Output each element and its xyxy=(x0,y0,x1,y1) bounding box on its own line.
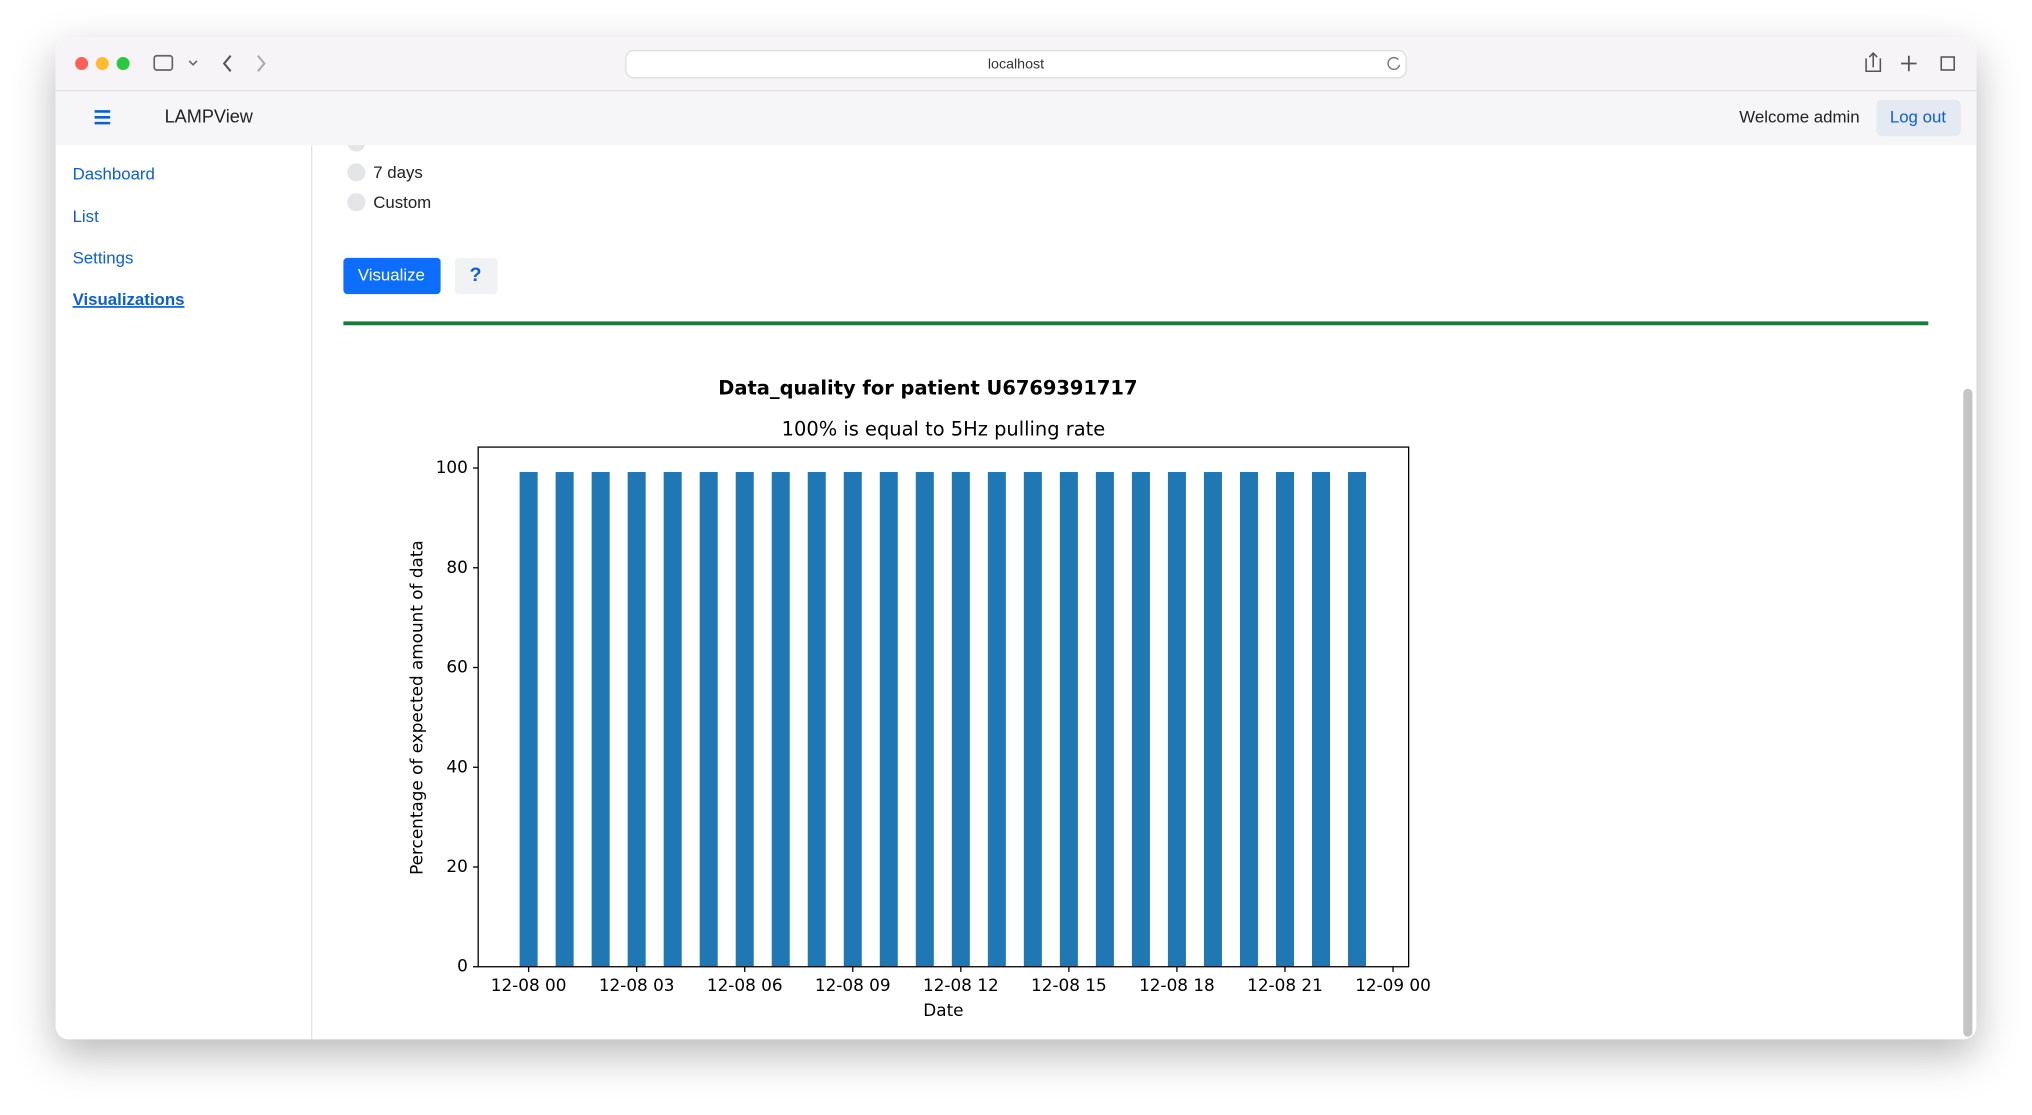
bar xyxy=(1275,472,1294,967)
x-tick-label: 12-08 18 xyxy=(1139,975,1215,995)
app-navbar xyxy=(55,92,1977,146)
radio[interactable] xyxy=(347,193,366,212)
nav-link[interactable]: List xyxy=(73,207,100,226)
back-button[interactable] xyxy=(222,55,232,72)
nav-link-active[interactable]: Visualizations xyxy=(73,290,185,309)
bar xyxy=(915,472,934,967)
bar xyxy=(951,472,970,967)
nav-link[interactable]: Dashboard xyxy=(73,164,155,183)
bar xyxy=(807,472,826,967)
bar xyxy=(519,472,538,967)
x-tick-label: 12-08 03 xyxy=(599,975,675,995)
y-tick-label: 0 xyxy=(457,956,468,976)
menu-button[interactable] xyxy=(94,110,111,125)
bar xyxy=(1311,472,1331,967)
y-tick-label: 20 xyxy=(446,856,467,876)
content: 7 days Custom Visualize ? Data_quality f… xyxy=(343,133,1929,1020)
bar xyxy=(735,472,754,967)
scrollbar[interactable] xyxy=(1963,388,1973,1037)
radio[interactable] xyxy=(347,163,366,182)
x-tick-label: 12-09 00 xyxy=(1355,975,1431,995)
x-tick-label: 12-08 00 xyxy=(491,975,567,995)
y-tick-label: 60 xyxy=(446,657,467,677)
y-tick-label: 80 xyxy=(446,557,467,577)
close-button[interactable] xyxy=(75,57,89,70)
window xyxy=(55,37,1977,1040)
x-axis-label: Date xyxy=(923,1000,963,1020)
nav-link[interactable]: Settings xyxy=(73,249,134,268)
help-label[interactable]: ? xyxy=(470,264,482,286)
minimize-button[interactable] xyxy=(95,57,109,70)
bar xyxy=(1348,472,1367,967)
logout-label[interactable]: Log out xyxy=(1890,107,1946,126)
bar xyxy=(987,472,1006,967)
sidebar-toggle[interactable] xyxy=(153,54,174,71)
chart-title: Data_quality for patient U6769391717 xyxy=(718,376,1137,399)
forward-button[interactable] xyxy=(257,55,266,72)
share-button[interactable] xyxy=(1865,52,1882,73)
app-name: LAMPView xyxy=(165,107,254,127)
bar xyxy=(1203,472,1222,967)
bar xyxy=(663,472,682,967)
bar xyxy=(879,472,898,967)
bar xyxy=(843,472,862,967)
bar xyxy=(627,472,646,967)
bar xyxy=(699,472,718,967)
y-tick-label: 40 xyxy=(446,756,467,776)
bar xyxy=(1131,472,1150,967)
bar xyxy=(591,472,610,967)
radio-label[interactable]: 7 days xyxy=(373,163,423,182)
dropdown-icon[interactable] xyxy=(188,60,198,66)
x-tick-label: 12-08 09 xyxy=(815,975,891,995)
x-tick-label: 12-08 15 xyxy=(1031,975,1107,995)
bar xyxy=(1095,472,1114,967)
new-tab-button[interactable] xyxy=(1901,55,1917,72)
bar xyxy=(1023,472,1042,967)
chart: Data_quality for patient U6769391717 100… xyxy=(406,376,1431,1020)
radio[interactable] xyxy=(347,133,366,152)
y-tick-label: 100 xyxy=(436,457,468,477)
x-tick-label: 12-08 06 xyxy=(707,975,783,995)
logout-button[interactable] xyxy=(1876,99,1961,137)
url: localhost xyxy=(988,57,1044,73)
window-group: localhost LAMPView Welcome admin Log out… xyxy=(55,37,1977,1040)
bar xyxy=(1059,472,1078,967)
chart-subtitle: 100% is equal to 5Hz pulling rate xyxy=(782,418,1106,441)
bar xyxy=(555,472,574,967)
radio-label[interactable]: Custom xyxy=(373,193,431,212)
address-bar[interactable] xyxy=(625,49,1407,79)
y-axis-label: Percentage of expected amount of data xyxy=(406,540,426,875)
x-tick-label: 12-08 21 xyxy=(1247,975,1323,995)
tabs-button[interactable] xyxy=(1940,56,1955,71)
zoom-button[interactable] xyxy=(116,57,130,70)
x-tick-label: 12-08 12 xyxy=(923,975,999,995)
bar xyxy=(1239,472,1258,967)
bar xyxy=(1167,472,1186,967)
visualize-label[interactable]: Visualize xyxy=(358,265,425,284)
reload-button[interactable] xyxy=(1387,56,1401,70)
plot-frame xyxy=(477,446,1410,968)
visualize-button[interactable] xyxy=(343,257,441,295)
bar xyxy=(771,472,790,967)
help-button[interactable] xyxy=(454,257,498,295)
welcome-text: Welcome admin xyxy=(1739,107,1859,126)
